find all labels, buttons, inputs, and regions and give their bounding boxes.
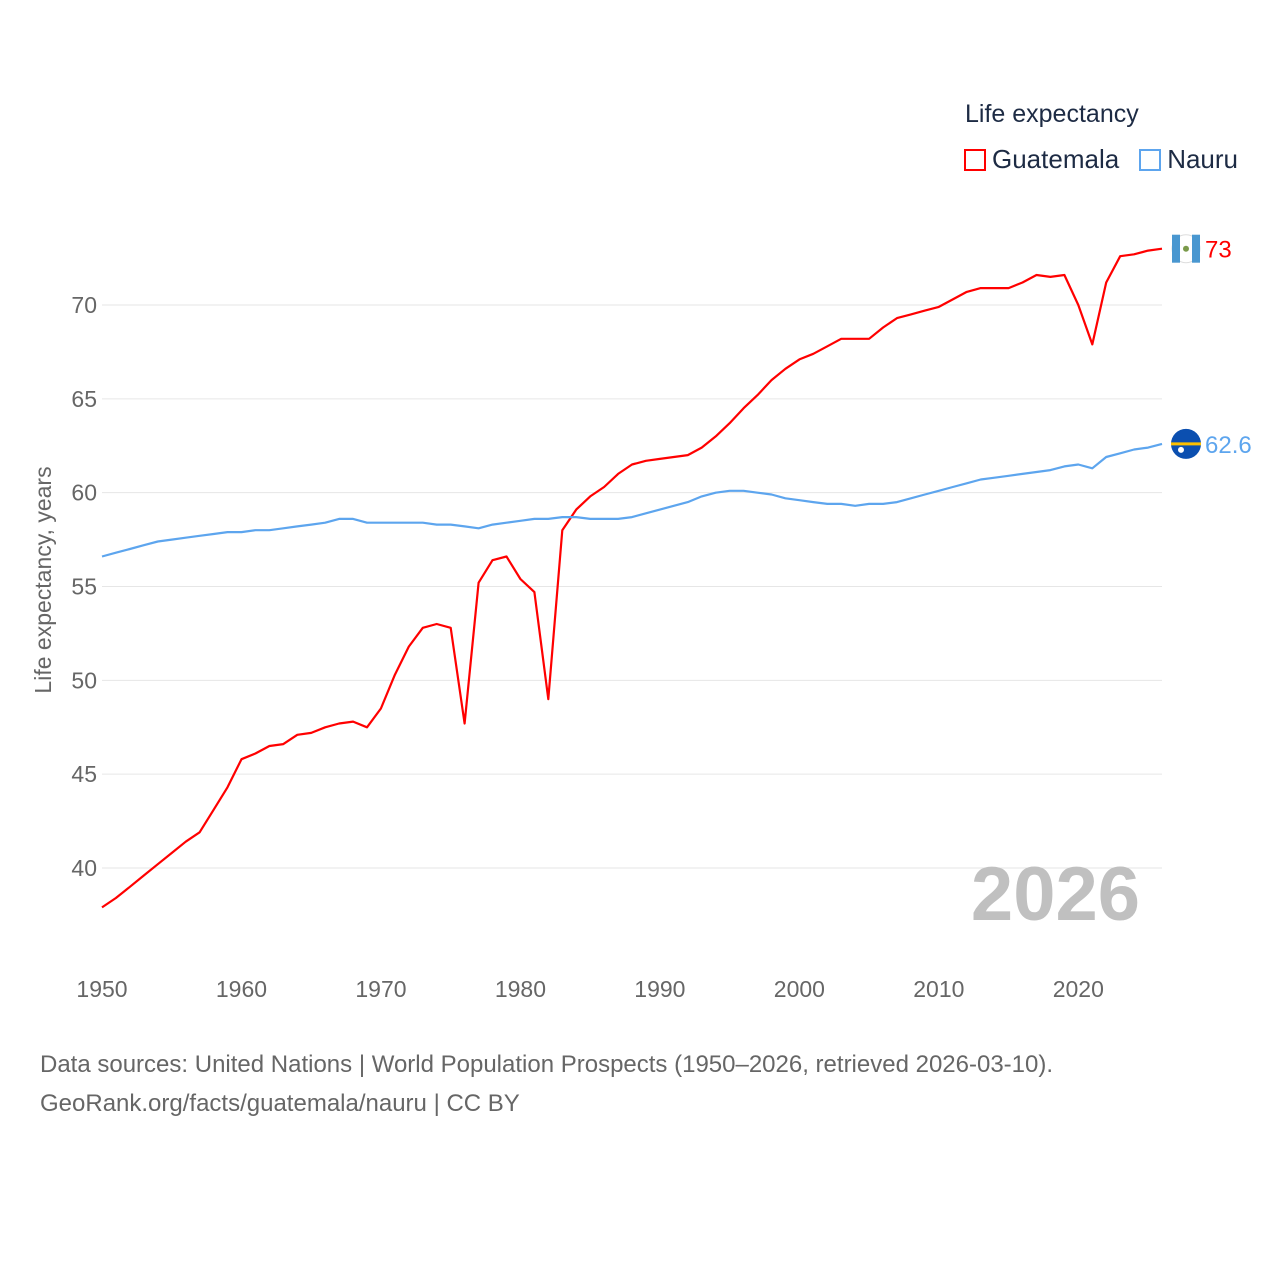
source-line: Data sources: United Nations | World Pop… (40, 1051, 1054, 1078)
x-tick-label: 1960 (216, 976, 267, 1002)
y-tick-label: 50 (71, 667, 97, 693)
source-note: Data sources: United Nations | World Pop… (40, 1045, 1053, 1123)
x-tick-label: 2010 (913, 976, 964, 1002)
legend-item-nauru[interactable]: Nauru (1139, 144, 1238, 175)
flag-emblem (1183, 245, 1189, 252)
source-link[interactable]: GeoRank.org/facts/guatemala/nauru | CC B… (40, 1090, 520, 1117)
y-axis-label: Life expectancy, years (30, 466, 56, 693)
y-tick-label: 40 (71, 855, 97, 881)
x-tick-label: 1990 (634, 976, 685, 1002)
x-tick-label: 1980 (495, 976, 546, 1002)
x-tick-label: 2020 (1053, 976, 1104, 1002)
legend-item-guatemala[interactable]: Guatemala (964, 144, 1119, 175)
flag-stripe (1172, 234, 1180, 263)
x-tick-label: 1970 (355, 976, 406, 1002)
legend: Guatemala Nauru (964, 144, 1238, 175)
x-tick-label: 2000 (774, 976, 825, 1002)
x-tick-label: 1950 (76, 976, 127, 1002)
y-tick-label: 45 (71, 761, 97, 787)
legend-title: Life expectancy (965, 100, 1139, 128)
y-tick-label: 55 (71, 574, 97, 600)
legend-swatch-nauru (1139, 148, 1162, 171)
legend-label: Nauru (1167, 144, 1239, 174)
end-value-label: 62.6 (1205, 432, 1252, 459)
flag-star (1178, 446, 1184, 453)
series-line-guatemala (101, 247, 1163, 909)
y-tick-label: 60 (71, 480, 97, 506)
y-tick-label: 70 (71, 292, 97, 318)
y-tick-label: 65 (71, 386, 97, 412)
legend-swatch-guatemala (964, 148, 986, 171)
series-line-nauru (101, 442, 1163, 558)
legend-label: Guatemala (992, 144, 1120, 174)
year-label: 2026 (971, 852, 1140, 937)
end-value-label: 73 (1205, 237, 1232, 264)
flag-stripe (1192, 234, 1200, 263)
line-chart: 40 45 50 55 60 65 70 1950 1960 1970 1980 1990 2000 2… (30, 234, 1252, 1002)
